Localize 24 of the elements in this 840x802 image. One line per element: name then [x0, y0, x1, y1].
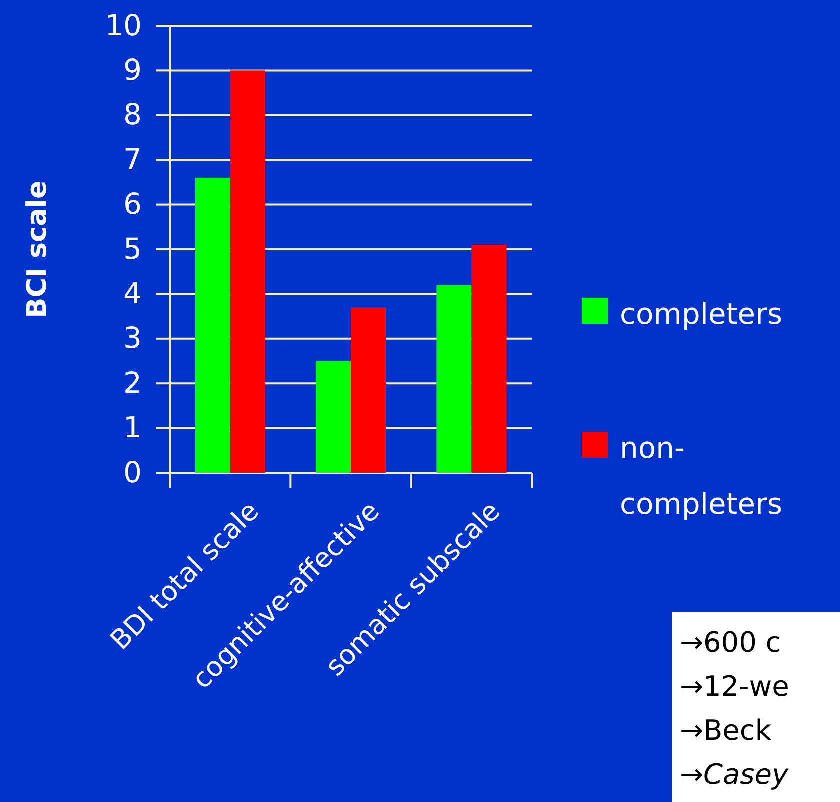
- y-axis-title: BCI scale: [22, 180, 53, 318]
- text: →Casey: [680, 758, 789, 791]
- y-tick-label: 2: [124, 366, 142, 400]
- y-tick-label: 10: [105, 8, 142, 42]
- y-tick-label: 0: [124, 455, 142, 490]
- y-tick-label: 5: [124, 232, 142, 266]
- y-tick-label: 4: [124, 276, 142, 310]
- y-tick-label: 9: [124, 52, 142, 87]
- bar: [436, 285, 472, 473]
- bar: [316, 361, 351, 473]
- text: →Beck: [680, 714, 772, 747]
- bar: [230, 70, 266, 473]
- bar: [195, 178, 230, 473]
- y-tick-label: 6: [124, 187, 142, 222]
- y-tick-label: 8: [124, 98, 142, 132]
- bar: [472, 245, 507, 473]
- text: →600 c: [680, 626, 782, 659]
- y-tick-label: 1: [124, 410, 142, 445]
- legend-label: non-completers: [620, 431, 782, 521]
- y-tick-label: 7: [124, 142, 142, 176]
- bar: [351, 308, 386, 473]
- y-tick-label: 3: [124, 321, 142, 356]
- legend-label: completers: [620, 297, 782, 331]
- text: →12-we: [680, 670, 790, 703]
